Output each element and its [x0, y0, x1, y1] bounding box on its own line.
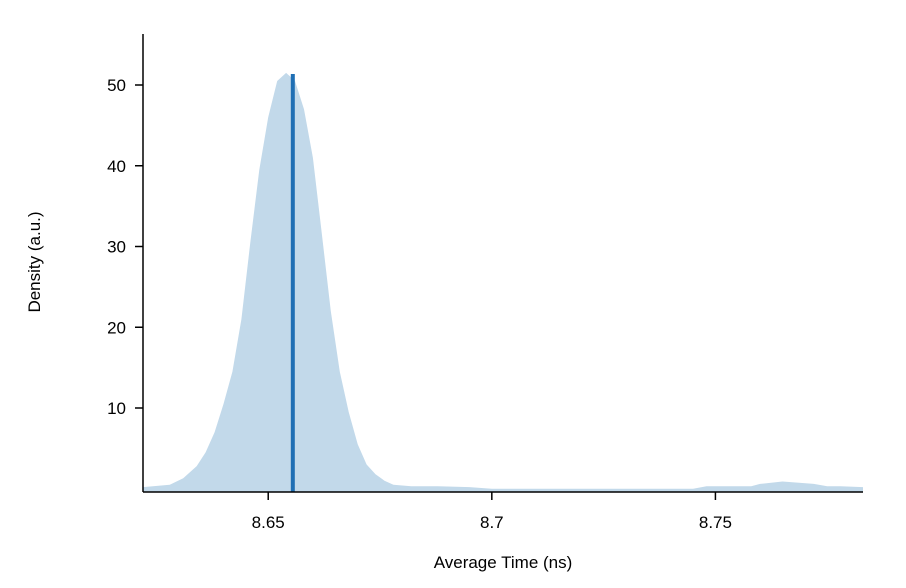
x-axis-title: Average Time (ns) — [434, 553, 573, 572]
y-tick-label: 10 — [107, 399, 126, 418]
y-tick-label: 30 — [107, 238, 126, 257]
y-tick-label: 40 — [107, 157, 126, 176]
x-tick-label: 8.7 — [480, 513, 504, 532]
y-axis-title: Density (a.u.) — [25, 211, 44, 312]
y-tick-label: 50 — [107, 76, 126, 95]
x-tick-label: 8.75 — [699, 513, 732, 532]
y-tick-label: 20 — [107, 318, 126, 337]
x-tick-label: 8.65 — [252, 513, 285, 532]
density-area — [143, 72, 863, 493]
